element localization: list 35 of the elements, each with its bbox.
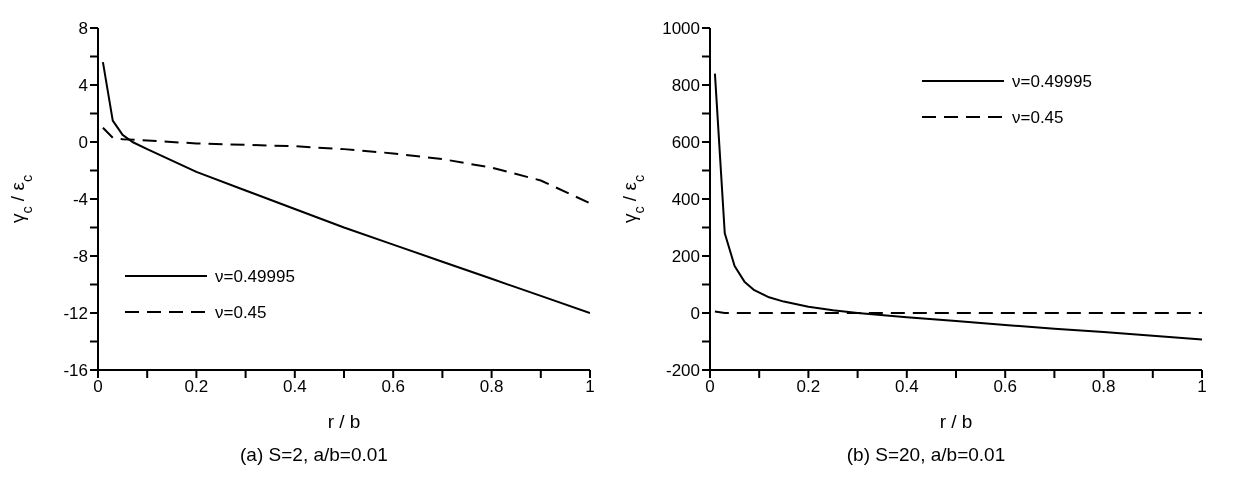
text: (a) S=2, a/b=0.01: [239, 444, 389, 466]
y-tick-label: -4: [72, 190, 88, 210]
y-tick-label: -16: [63, 361, 88, 381]
y-tick-label: -8: [72, 247, 88, 267]
x-axis-title: r / b: [939, 411, 973, 432]
x-tick-label: 0.8: [479, 377, 504, 397]
y-tick-label: 0: [690, 304, 700, 324]
x-tick-label: 0.6: [381, 377, 406, 397]
y-tick-label: 800: [671, 76, 700, 96]
y-tick-label: -12: [63, 304, 88, 324]
x-tick-label: 0.2: [796, 377, 821, 397]
y-tick-label: 1000: [662, 19, 700, 39]
y-tick-label: 400: [671, 190, 700, 210]
y-tick-label: 0: [78, 133, 88, 153]
x-tick-label: 0: [705, 377, 715, 397]
x-tick-label: 1: [585, 377, 595, 397]
x-axis-title: r / b: [327, 411, 361, 432]
x-tick-label: 0.4: [894, 377, 919, 397]
y-tick-label: 600: [671, 133, 700, 153]
line-series: [713, 72, 1202, 341]
legend-label: ν=0.49995: [215, 267, 295, 286]
y-tick-label: 4: [78, 76, 88, 96]
x-tick-label: 0: [93, 377, 103, 397]
x-tick-label: 0.8: [1091, 377, 1116, 397]
x-tick-label: 0.6: [993, 377, 1018, 397]
legend-label: ν=0.49995: [1012, 72, 1092, 91]
y-tick-label: 8: [78, 19, 88, 39]
x-tick-label: 0.4: [282, 377, 307, 397]
text: (b) S=20, a/b=0.01: [845, 444, 1007, 466]
y-tick-label: 200: [671, 247, 700, 267]
x-tick-label: 0.2: [184, 377, 209, 397]
legend-label: ν=0.45: [215, 303, 267, 322]
x-tick-label: 1: [1197, 377, 1207, 397]
legend-label: ν=0.45: [1012, 108, 1064, 127]
y-tick-label: -200: [665, 361, 700, 381]
